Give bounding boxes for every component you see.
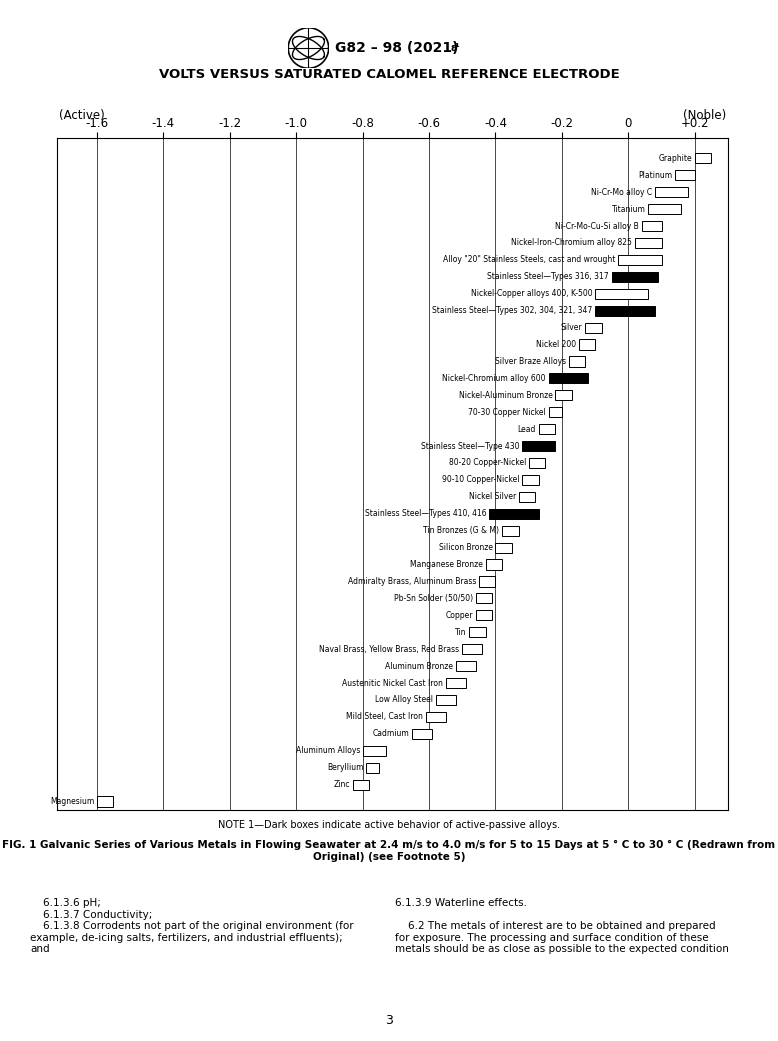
Bar <box>412 729 433 739</box>
Text: Naval Brass, Yellow Brass, Red Brass: Naval Brass, Yellow Brass, Red Brass <box>320 644 460 654</box>
Text: (Noble): (Noble) <box>683 109 726 122</box>
Text: Ni-Cr-Mo alloy C: Ni-Cr-Mo alloy C <box>591 187 652 197</box>
Bar <box>635 238 661 248</box>
Text: 70-30 Copper Nickel: 70-30 Copper Nickel <box>468 408 546 416</box>
Text: Pb-Sn Solder (50/50): Pb-Sn Solder (50/50) <box>394 594 473 603</box>
Text: Nickel-Copper alloys 400, K-500: Nickel-Copper alloys 400, K-500 <box>471 289 593 298</box>
Bar <box>538 424 555 434</box>
Bar <box>426 712 446 722</box>
Bar <box>555 390 572 401</box>
Bar <box>548 374 588 383</box>
Bar <box>363 745 386 756</box>
Text: Stainless Steel—Type 430: Stainless Steel—Type 430 <box>421 441 520 451</box>
Text: FIG. 1 Galvanic Series of Various Metals in Flowing Seawater at 2.4 m/s to 4.0 m: FIG. 1 Galvanic Series of Various Metals… <box>2 840 776 862</box>
Text: Admiralty Brass, Aluminum Brass: Admiralty Brass, Aluminum Brass <box>348 577 476 586</box>
Text: Aluminum Bronze: Aluminum Bronze <box>385 662 453 670</box>
Bar <box>469 627 485 637</box>
Bar <box>655 187 688 197</box>
Bar <box>529 458 545 468</box>
Bar <box>519 491 535 502</box>
Text: 6.1.3.9 Waterline effects.

    6.2 The metals of interest are to be obtained an: 6.1.3.9 Waterline effects. 6.2 The metal… <box>395 898 729 955</box>
Text: ε¹: ε¹ <box>450 44 460 53</box>
Text: Nickel Silver: Nickel Silver <box>469 492 516 502</box>
Text: G82 – 98 (2021): G82 – 98 (2021) <box>335 41 458 55</box>
Bar <box>436 695 456 705</box>
Text: VOLTS VERSUS SATURATED CALOMEL REFERENCE ELECTRODE: VOLTS VERSUS SATURATED CALOMEL REFERENCE… <box>159 69 619 81</box>
Bar <box>475 610 492 620</box>
Bar <box>648 204 682 214</box>
Text: Titanium: Titanium <box>612 205 646 213</box>
Text: Silver: Silver <box>561 323 583 332</box>
Text: Ni-Cr-Mo-Cu-Si alloy B: Ni-Cr-Mo-Cu-Si alloy B <box>555 222 639 230</box>
Bar <box>496 542 512 553</box>
Text: 3: 3 <box>385 1014 393 1026</box>
Text: Nickel-Iron-Chromium alloy 825: Nickel-Iron-Chromium alloy 825 <box>511 238 633 248</box>
Text: Graphite: Graphite <box>658 154 692 162</box>
Text: Beryllium: Beryllium <box>327 763 363 772</box>
Text: (Active): (Active) <box>59 109 105 122</box>
Bar <box>489 509 538 518</box>
Bar <box>475 593 492 604</box>
Bar <box>569 356 585 366</box>
Text: Magnesium: Magnesium <box>50 797 94 806</box>
Text: NOTE 1—Dark boxes indicate active behavior of active-passive alloys.: NOTE 1—Dark boxes indicate active behavi… <box>218 820 560 830</box>
Text: 80-20 Copper-Nickel: 80-20 Copper-Nickel <box>449 458 526 467</box>
Bar <box>462 644 482 655</box>
Text: Low Alloy Steel: Low Alloy Steel <box>375 695 433 705</box>
Bar <box>579 339 595 350</box>
Text: Tin Bronzes (G & M): Tin Bronzes (G & M) <box>423 526 499 535</box>
Text: Silver Braze Alloys: Silver Braze Alloys <box>495 357 566 366</box>
Bar <box>366 763 379 772</box>
Bar <box>675 170 695 180</box>
Bar <box>585 323 601 333</box>
Bar <box>522 475 538 485</box>
Bar <box>619 255 661 265</box>
Text: Copper: Copper <box>445 611 473 619</box>
Bar <box>522 441 555 451</box>
Bar <box>479 577 496 586</box>
Text: Cadmium: Cadmium <box>373 730 410 738</box>
Text: Nickel-Chromium alloy 600: Nickel-Chromium alloy 600 <box>443 374 546 383</box>
Bar <box>502 526 519 536</box>
Bar <box>595 288 648 299</box>
Bar <box>456 661 475 671</box>
Text: Manganese Bronze: Manganese Bronze <box>410 560 483 569</box>
Bar <box>548 407 562 417</box>
Bar <box>612 272 658 282</box>
Text: Nickel-Aluminum Bronze: Nickel-Aluminum Bronze <box>459 390 552 400</box>
Bar <box>446 678 465 688</box>
Text: Tin: Tin <box>455 628 466 637</box>
Text: Mild Steel, Cast Iron: Mild Steel, Cast Iron <box>346 712 423 721</box>
Bar <box>352 780 370 790</box>
Text: 6.1.3.6 pH;
    6.1.3.7 Conductivity;
    6.1.3.8 Corrodents not part of the ori: 6.1.3.6 pH; 6.1.3.7 Conductivity; 6.1.3.… <box>30 898 354 955</box>
Text: Silicon Bronze: Silicon Bronze <box>439 543 492 552</box>
Text: Platinum: Platinum <box>638 171 672 180</box>
Text: Austenitic Nickel Cast Iron: Austenitic Nickel Cast Iron <box>342 679 443 687</box>
Text: Lead: Lead <box>517 425 536 434</box>
Bar <box>485 559 502 569</box>
Text: Zinc: Zinc <box>334 780 350 789</box>
Bar <box>595 306 655 315</box>
Bar <box>97 796 114 807</box>
Text: Nickel 200: Nickel 200 <box>536 340 576 349</box>
Text: Stainless Steel—Types 410, 416: Stainless Steel—Types 410, 416 <box>365 509 486 518</box>
Text: Stainless Steel—Types 302, 304, 321, 347: Stainless Steel—Types 302, 304, 321, 347 <box>433 306 593 315</box>
Text: Aluminum Alloys: Aluminum Alloys <box>296 746 360 756</box>
Text: Alloy "20" Stainless Steels, cast and wrought: Alloy "20" Stainless Steels, cast and wr… <box>443 255 615 264</box>
Bar <box>695 153 711 163</box>
Text: Stainless Steel—Types 316, 317: Stainless Steel—Types 316, 317 <box>488 273 609 281</box>
Bar <box>642 221 661 231</box>
Text: 90-10 Copper-Nickel: 90-10 Copper-Nickel <box>442 476 520 484</box>
